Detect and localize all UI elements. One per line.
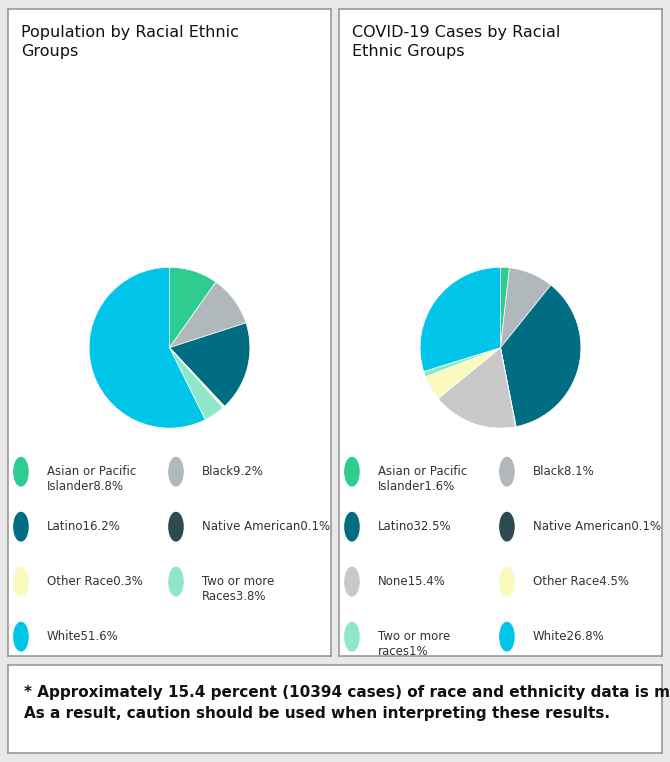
Wedge shape: [420, 267, 500, 372]
Text: COVID-19 Cases by Racial
Ethnic Groups: COVID-19 Cases by Racial Ethnic Groups: [352, 25, 560, 59]
Circle shape: [500, 623, 514, 651]
Circle shape: [500, 513, 514, 541]
Text: Latino16.2%: Latino16.2%: [47, 520, 121, 533]
Text: Native American0.1%: Native American0.1%: [202, 520, 330, 533]
Wedge shape: [89, 267, 205, 428]
Text: Latino32.5%: Latino32.5%: [378, 520, 452, 533]
Text: Asian or Pacific
Islander1.6%: Asian or Pacific Islander1.6%: [378, 465, 467, 492]
Wedge shape: [423, 347, 500, 376]
Circle shape: [169, 513, 183, 541]
Text: Black9.2%: Black9.2%: [202, 465, 264, 478]
Wedge shape: [170, 347, 223, 420]
Text: White51.6%: White51.6%: [47, 629, 119, 642]
Wedge shape: [500, 267, 551, 347]
Wedge shape: [170, 323, 250, 406]
Circle shape: [169, 457, 183, 486]
Circle shape: [345, 457, 359, 486]
Text: White26.8%: White26.8%: [533, 629, 604, 642]
Wedge shape: [500, 285, 581, 427]
Wedge shape: [170, 282, 246, 347]
Circle shape: [345, 623, 359, 651]
Text: * Approximately 15.4 percent (10394 cases) of race and ethnicity data is missing: * Approximately 15.4 percent (10394 case…: [24, 684, 670, 721]
Circle shape: [500, 568, 514, 596]
Text: Population by Racial Ethnic
Groups: Population by Racial Ethnic Groups: [21, 25, 239, 59]
Wedge shape: [438, 347, 515, 428]
Text: Asian or Pacific
Islander8.8%: Asian or Pacific Islander8.8%: [47, 465, 136, 492]
Circle shape: [345, 513, 359, 541]
Text: Other Race0.3%: Other Race0.3%: [47, 575, 143, 588]
Wedge shape: [425, 347, 500, 399]
Circle shape: [14, 513, 28, 541]
Text: Other Race4.5%: Other Race4.5%: [533, 575, 628, 588]
Circle shape: [500, 457, 514, 486]
Circle shape: [14, 623, 28, 651]
Wedge shape: [170, 267, 216, 347]
Text: Black8.1%: Black8.1%: [533, 465, 594, 478]
Wedge shape: [500, 267, 509, 347]
Circle shape: [14, 568, 28, 596]
Text: Two or more
races1%: Two or more races1%: [378, 629, 450, 658]
Circle shape: [169, 568, 183, 596]
Wedge shape: [170, 347, 224, 408]
Circle shape: [14, 457, 28, 486]
Wedge shape: [170, 347, 224, 407]
Text: Native American0.1%: Native American0.1%: [533, 520, 661, 533]
Wedge shape: [500, 347, 516, 427]
Text: Two or more
Races3.8%: Two or more Races3.8%: [202, 575, 274, 603]
Circle shape: [345, 568, 359, 596]
Text: None15.4%: None15.4%: [378, 575, 446, 588]
